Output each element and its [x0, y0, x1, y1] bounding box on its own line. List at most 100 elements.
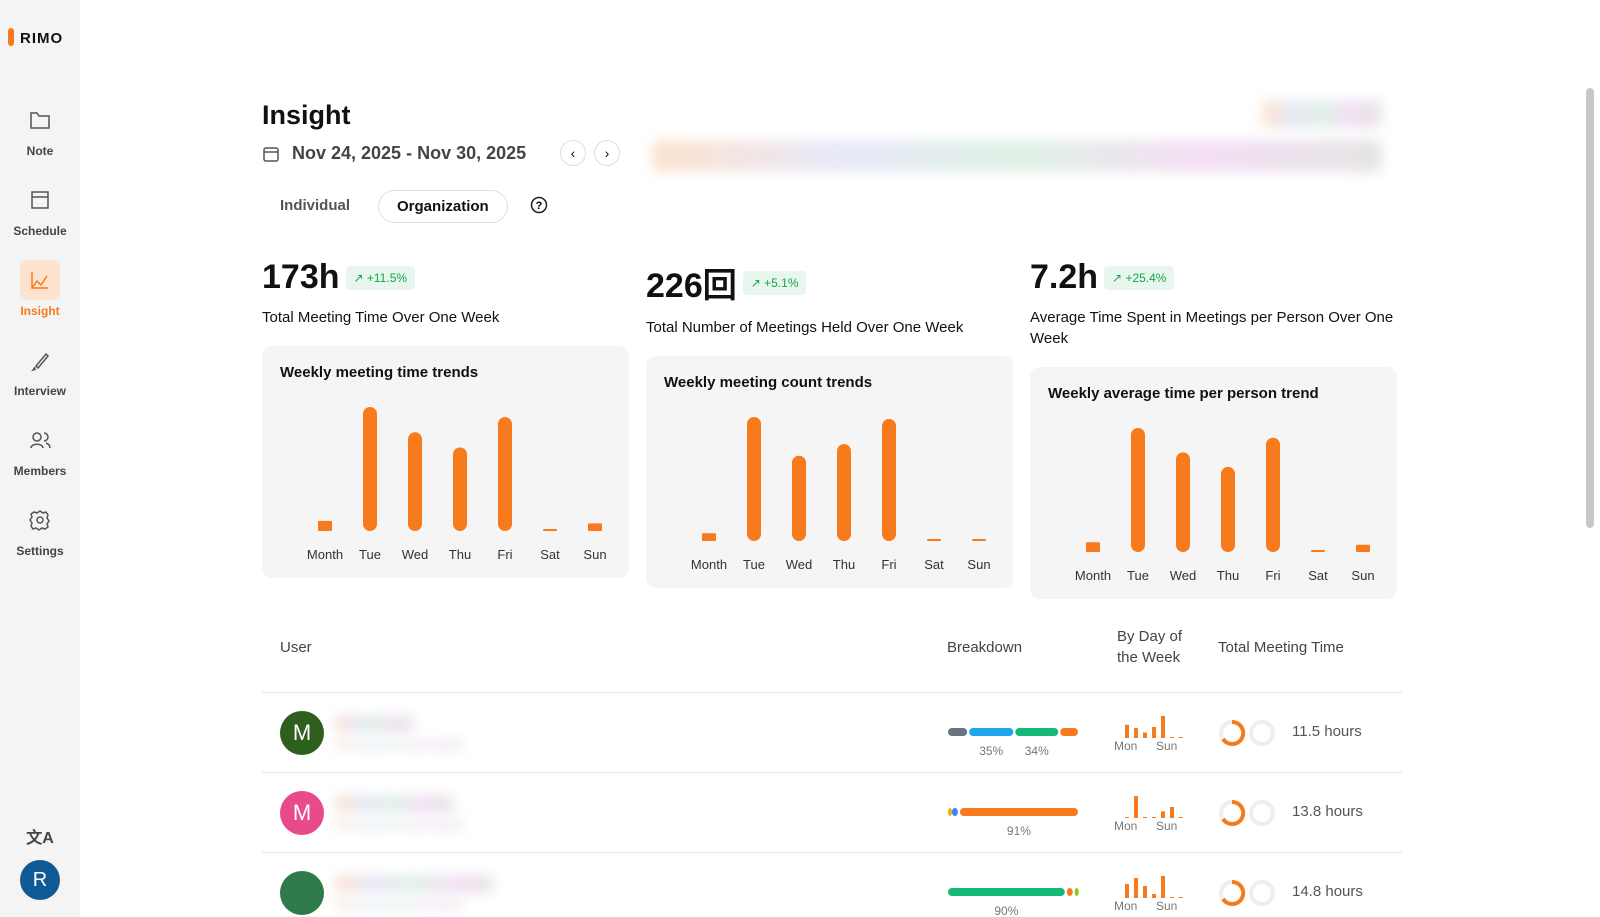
nav-label: Interview [13, 384, 67, 398]
nav-icon [20, 260, 60, 300]
icon-path [31, 272, 48, 289]
prev-week[interactable]: ‹ [560, 140, 586, 166]
x-tick-label: Sat [924, 557, 944, 572]
nav-item[interactable]: Insight [0, 260, 80, 318]
stat-change: ↗ +11.5% [345, 265, 416, 290]
day-bar [1179, 817, 1183, 818]
icon [31, 191, 49, 209]
day-bar [1170, 737, 1174, 738]
row-graphics: 35% 34% Mon Sun [948, 716, 1275, 758]
x-tick-label: Sun [967, 557, 990, 572]
blurred-name [334, 875, 494, 893]
x-tick-label: Sun [583, 547, 606, 562]
nav-icon [20, 500, 60, 540]
x-tick-label: Fri [881, 557, 896, 572]
day-bar [1143, 817, 1147, 818]
total-time: 11.5 hours [1292, 723, 1362, 740]
language-button[interactable]: 文A [26, 830, 54, 847]
tab[interactable]: Organization [378, 190, 508, 223]
x-tick-label: Thu [1217, 568, 1239, 583]
donut-arc [1221, 879, 1246, 906]
user-avatar: M [280, 711, 324, 755]
bar [498, 417, 512, 531]
day-bar [1134, 878, 1138, 898]
help-icon[interactable]: ? [530, 196, 548, 214]
x-tick-label: Sun [1351, 568, 1374, 583]
day-bar [1161, 811, 1165, 818]
chart-title: Weekly average time per person trend [1048, 385, 1319, 402]
x-tick-label: Wed [1170, 568, 1197, 583]
column-header: Total Meeting Time [1218, 639, 1344, 656]
nav-item[interactable]: Interview [0, 340, 80, 398]
bar [1221, 466, 1235, 552]
user-avatar[interactable]: R [20, 860, 60, 900]
chart-title: Weekly meeting time trends [280, 364, 479, 381]
nav-item[interactable]: Schedule [0, 180, 80, 238]
nav-item[interactable]: Note [0, 100, 80, 158]
donut-ring [1249, 800, 1275, 826]
x-tick-label: Tue [1127, 568, 1149, 583]
x-tick-label: Wed [786, 557, 813, 572]
bar [543, 529, 557, 531]
breakdown-label: 90% [994, 904, 1018, 917]
x-tick-label: Wed [402, 547, 429, 562]
scrollbar [1586, 88, 1594, 528]
svg-text:?: ? [536, 200, 543, 212]
day-axis-end: Sun [1156, 819, 1177, 833]
icon-path [29, 510, 50, 531]
stat-change-text: +11.5% [366, 270, 408, 285]
breakdown-segment [969, 728, 1014, 736]
table-row: M 91% Mon Sun 13.8 hours [262, 772, 1402, 852]
day-bar [1125, 817, 1129, 818]
icon-path [30, 432, 51, 449]
chart-card: Weekly meeting count trends Month Tue Wed Th… [646, 356, 1013, 588]
breakdown-label: 91% [1007, 824, 1031, 838]
breakdown-segment [948, 888, 1065, 896]
bar [1131, 428, 1145, 552]
icon-path [30, 112, 50, 129]
column-header: By Day of the Week [1117, 628, 1183, 666]
bar [927, 539, 941, 541]
stat-label: Total Number of Meetings Held Over One W… [646, 319, 964, 336]
chart: Month Tue Wed Thu Fri Sat Sun [307, 407, 607, 562]
bar [1086, 542, 1100, 552]
date-range: Nov 24, 2025 - Nov 30, 2025 [292, 143, 527, 163]
breakdown-label: 34% [1025, 744, 1049, 758]
blurred-email [334, 819, 464, 831]
bar [1311, 550, 1325, 552]
x-tick-label: Thu [833, 557, 855, 572]
sidebar: RIMO Note Schedule Insight Interview Members… [0, 0, 80, 917]
day-bar [1125, 884, 1129, 898]
x-tick-label: Tue [359, 547, 381, 562]
bar [792, 455, 806, 541]
x-tick-label: Tue [743, 557, 765, 572]
nav-item[interactable]: Members [0, 420, 80, 478]
nav-label: Members [13, 464, 67, 478]
bar [972, 539, 986, 541]
day-bar [1134, 796, 1138, 818]
tabs: Individual Organization [262, 190, 508, 223]
total-time: 13.8 hours [1292, 803, 1363, 820]
stat-value: 226回 [646, 267, 737, 305]
x-tick-label: Fri [497, 547, 512, 562]
blurred-email [334, 899, 464, 911]
x-tick-label: Month [307, 547, 343, 562]
day-bar [1152, 817, 1156, 818]
breakdown-segment [1015, 728, 1059, 736]
stat-column: 7.2h ↗ +25.4% Average Time Spent in Meetin… [1030, 258, 1397, 599]
breakdown-segment [1074, 888, 1079, 896]
table-row: 90% Mon Sun 14.8 hours [262, 852, 1402, 917]
next-week[interactable]: › [594, 140, 620, 166]
stat-change-text: +5.1% [764, 275, 799, 290]
nav-icon [20, 100, 60, 140]
day-bar [1143, 886, 1147, 898]
table-row: M 35% 34% Mon Sun 11.5 hours [262, 692, 1402, 772]
tab[interactable]: Individual [280, 197, 351, 214]
day-axis-end: Sun [1156, 739, 1177, 753]
icon [31, 272, 48, 289]
user-avatar: M [280, 791, 324, 835]
nav-item[interactable]: Settings [0, 500, 80, 558]
day-bar [1143, 732, 1147, 738]
icon [30, 112, 50, 129]
day-bar [1152, 727, 1156, 738]
